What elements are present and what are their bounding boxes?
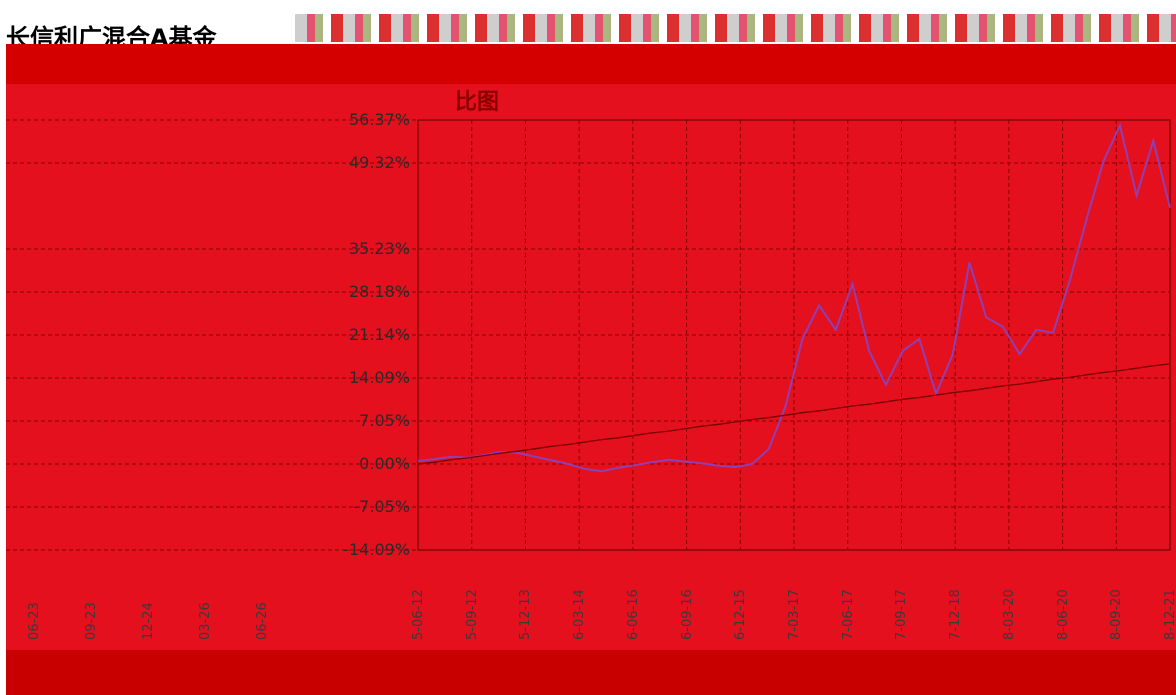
x-tick-label: 5-06-12 [411, 589, 426, 640]
grid-layer [6, 119, 1171, 551]
left-x-tick-label: 06-23 [27, 602, 42, 640]
x-tick-label: 6-03-14 [572, 589, 588, 640]
y-tick-label: 14.09% [348, 368, 410, 388]
y-tick-label: 49.32% [348, 153, 410, 173]
x-tick-label: 5-09-12 [464, 589, 480, 640]
y-tick-label: 28.18% [348, 282, 410, 302]
left-x-tick-label: 09-23 [84, 602, 99, 640]
left-x-tick-label: 03-26 [198, 602, 213, 640]
series-layer [417, 122, 1171, 473]
x-tick-label: 6-12-15 [733, 589, 749, 640]
x-tick-label: 7-06-17 [840, 589, 856, 640]
y-tick-label: -7.05% [353, 497, 410, 517]
y-tick-label: 56.37% [348, 110, 410, 129]
x-tick-label: 8-06-20 [1055, 589, 1071, 640]
x-tick-label: 7-09-17 [894, 589, 910, 640]
left-x-tick-label: 06-26 [255, 602, 270, 640]
x-tick-label: 7-03-17 [787, 589, 802, 640]
y-tick-label: 21.14% [348, 325, 410, 344]
series-line [417, 122, 1171, 473]
y-tick-label: -14.09% [343, 540, 410, 559]
y-tick-label: 7.05% [359, 410, 410, 430]
x-tick-label: 8-03-20 [1001, 589, 1017, 640]
x-tick-label: 6-06-16 [625, 589, 641, 640]
left-x-tick-label: 12-24 [141, 602, 156, 640]
top-band [6, 44, 1176, 84]
plot-border [417, 119, 1171, 551]
x-tick-label: 8-12-21 [1163, 589, 1176, 640]
chart-subtitle: 比图 [455, 90, 500, 115]
x-tick-label: 5-12-13 [518, 589, 534, 640]
y-tick-label: 0.00% [359, 454, 410, 473]
chart-area [6, 84, 1176, 650]
series-line [417, 363, 1171, 465]
x-tick-label: 7-12-18 [948, 589, 964, 640]
x-tick-label: 8-09-20 [1109, 589, 1125, 640]
x-tick-label: 6-09-16 [679, 589, 695, 640]
bottom-band [6, 650, 1176, 695]
image-artifact-strip [295, 14, 1176, 42]
y-tick-label: 35.23% [348, 239, 410, 258]
